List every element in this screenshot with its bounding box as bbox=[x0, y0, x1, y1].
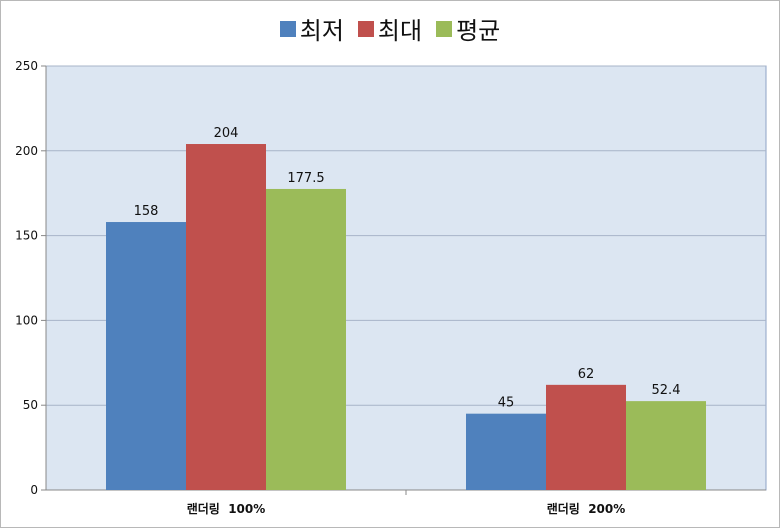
x-tick-label-0: 랜더링 100% bbox=[187, 501, 266, 516]
legend: 최저 최대 평균 bbox=[1, 11, 779, 46]
bar-1-1 bbox=[546, 384, 626, 490]
legend-swatch-avg bbox=[436, 20, 453, 37]
y-tick-label-0: 0 bbox=[30, 483, 38, 497]
y-tick-label-5: 250 bbox=[15, 59, 38, 73]
y-tick-label-3: 150 bbox=[15, 229, 38, 243]
data-label-1-2: 52.4 bbox=[652, 383, 681, 398]
data-label-1-1: 62 bbox=[578, 367, 595, 382]
y-tick-label-4: 200 bbox=[15, 144, 38, 158]
y-tick-label-1: 50 bbox=[23, 398, 38, 412]
y-tick-label-2: 100 bbox=[15, 313, 38, 327]
bar-0-1 bbox=[186, 144, 266, 491]
data-label-1-0: 45 bbox=[498, 396, 515, 411]
bar-0-0 bbox=[106, 222, 186, 491]
legend-swatch-max bbox=[357, 20, 374, 37]
legend-label-max: 최대 bbox=[377, 17, 423, 45]
legend-item-max: 최대 bbox=[357, 11, 423, 46]
data-label-0-2: 177.5 bbox=[287, 171, 324, 186]
x-tick-label-1: 랜더링 200% bbox=[547, 501, 626, 516]
legend-item-avg: 평균 bbox=[436, 11, 500, 46]
data-label-0-0: 158 bbox=[134, 204, 159, 219]
bar-1-0 bbox=[466, 413, 546, 490]
legend-label-avg: 평균 bbox=[456, 17, 501, 45]
legend-swatch-min bbox=[279, 20, 296, 37]
legend-label-min: 최저 bbox=[299, 17, 344, 45]
bar-0-2 bbox=[266, 188, 346, 490]
data-label-0-1: 204 bbox=[214, 126, 239, 141]
legend-item-min: 최저 bbox=[279, 11, 344, 46]
bar-1-2 bbox=[626, 401, 706, 490]
